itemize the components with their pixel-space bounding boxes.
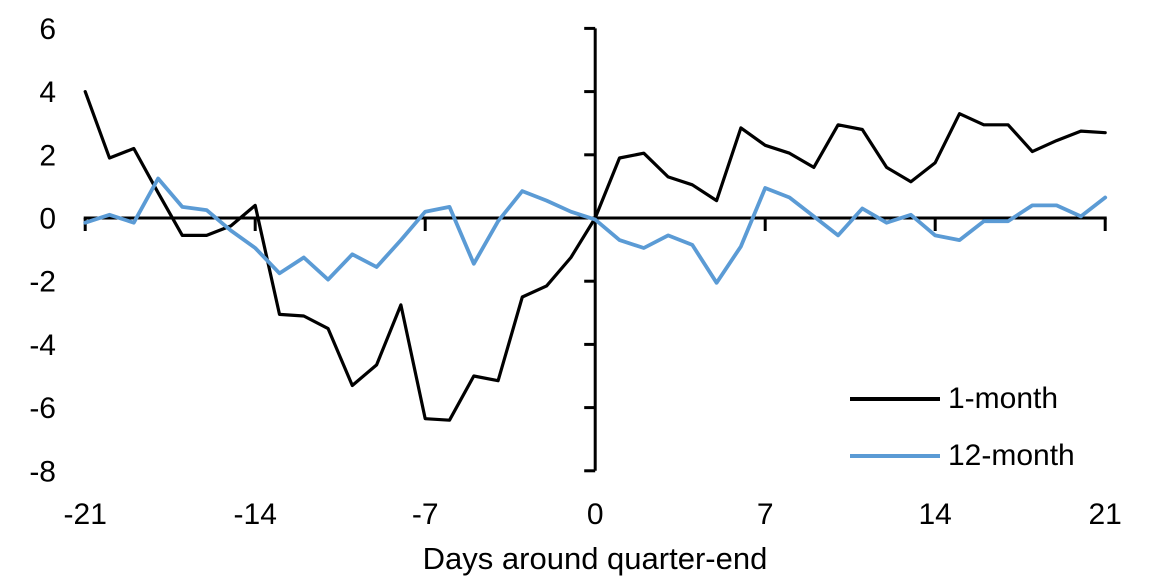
x-tick-label: 21 (1089, 498, 1122, 531)
legend-label-1-month: 1-month (948, 382, 1059, 415)
x-tick-label: -14 (234, 498, 277, 531)
legend-item-1-month: 1-month (850, 382, 1130, 416)
x-tick-label: -21 (64, 498, 107, 531)
legend-item-12-month: 12-month (850, 439, 1130, 473)
legend-swatch-12-month (850, 454, 940, 458)
y-tick-label: -6 (29, 392, 56, 425)
y-tick-label: 0 (39, 203, 56, 236)
x-tick-label: -7 (412, 498, 439, 531)
y-tick-label: -2 (29, 266, 56, 299)
y-tick-label: -8 (29, 455, 56, 488)
legend-swatch-1-month (850, 397, 940, 401)
legend: 1-month 12-month (850, 382, 1130, 473)
series-line-12-month (83, 176, 1108, 285)
x-axis-title: Days around quarter-end (422, 541, 768, 576)
x-tick-label: 14 (919, 498, 952, 531)
legend-label-12-month: 12-month (948, 439, 1075, 472)
y-tick-label: 4 (39, 76, 56, 109)
x-tick-label: 0 (587, 498, 604, 531)
y-tick-label: 6 (39, 13, 56, 46)
x-tick-label: 7 (757, 498, 774, 531)
y-tick-label: -4 (29, 329, 56, 362)
y-tick-label: 2 (39, 139, 56, 172)
